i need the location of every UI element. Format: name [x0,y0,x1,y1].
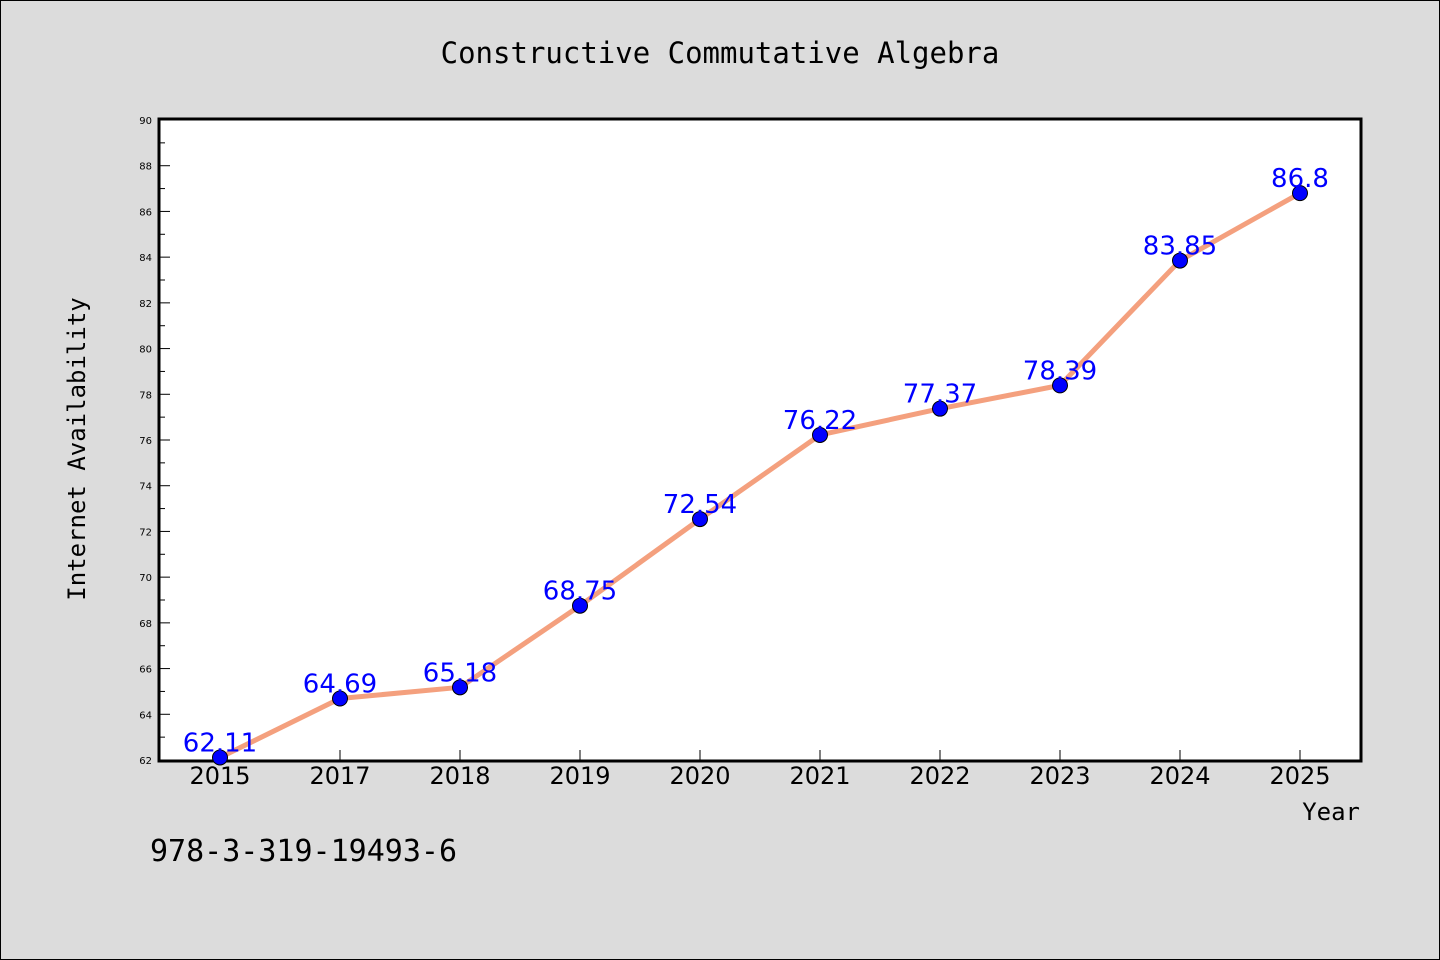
x-tick-label: 2020 [669,762,730,790]
data-point [572,597,588,614]
data-point [932,400,948,417]
isbn-caption: 978-3-319-19493-6 [150,834,458,869]
y-tick-label: 86 [139,207,152,218]
x-axis-ticks: 2015 2017 2018 2019 2020 2021 2022 2023 2024 2025 [189,750,1331,790]
data-point [1172,252,1188,269]
x-tick-label: 2021 [789,762,850,790]
y-tick-label: 66 [139,665,152,676]
y-tick-label: 84 [139,253,152,264]
data-label: 76.22 [783,406,857,436]
y-axis-ticks: 62 64 66 68 70 72 74 76 78 80 82 84 86 88 90 [139,116,170,767]
data-point [332,690,348,707]
y-tick-label: 70 [139,573,152,584]
y-tick-label: 90 [139,116,152,127]
data-label: 77.37 [903,380,977,410]
x-tick-label: 2019 [549,762,610,790]
chart-title: Constructive Commutative Algebra [441,36,1000,70]
x-axis-label: Year [1302,798,1360,826]
y-tick-label: 78 [139,390,152,401]
y-tick-label: 82 [139,299,152,310]
x-tick-label: 2017 [309,762,370,790]
data-label: 62.11 [183,728,257,758]
data-point [452,679,468,696]
data-label: 65.18 [423,658,497,688]
x-tick-label: 2022 [909,762,970,790]
series-group [212,185,1308,766]
y-tick-label: 64 [139,710,152,721]
data-label: 83.85 [1143,232,1217,262]
data-label: 72.54 [663,490,737,520]
y-axis-label: Internet Availability [63,297,91,600]
y-tick-label: 74 [139,482,152,493]
data-point [1292,185,1308,202]
x-tick-label: 2018 [429,762,490,790]
y-tick-label: 68 [139,619,152,630]
data-labels: 62.11 64.69 65.18 68.75 72.54 76.22 77.37 78.39… [183,164,1329,758]
data-point [212,749,228,766]
y-tick-label: 76 [139,436,152,447]
data-point [692,511,708,528]
data-label: 78.39 [1023,356,1097,386]
data-label: 86.8 [1271,164,1329,194]
data-label: 68.75 [543,577,617,607]
series-line [218,190,1302,760]
data-label: 64.69 [303,670,377,700]
x-tick-label: 2023 [1029,762,1090,790]
y-tick-label: 72 [139,527,152,538]
x-tick-label: 2024 [1149,762,1210,790]
plot-area [157,117,1363,763]
data-point [812,426,828,443]
x-tick-label: 2015 [189,762,250,790]
y-tick-label: 88 [139,162,152,173]
y-tick-label: 62 [139,756,152,767]
x-tick-label: 2025 [1269,762,1330,790]
data-point [1052,377,1068,394]
y-tick-label: 80 [139,345,152,356]
